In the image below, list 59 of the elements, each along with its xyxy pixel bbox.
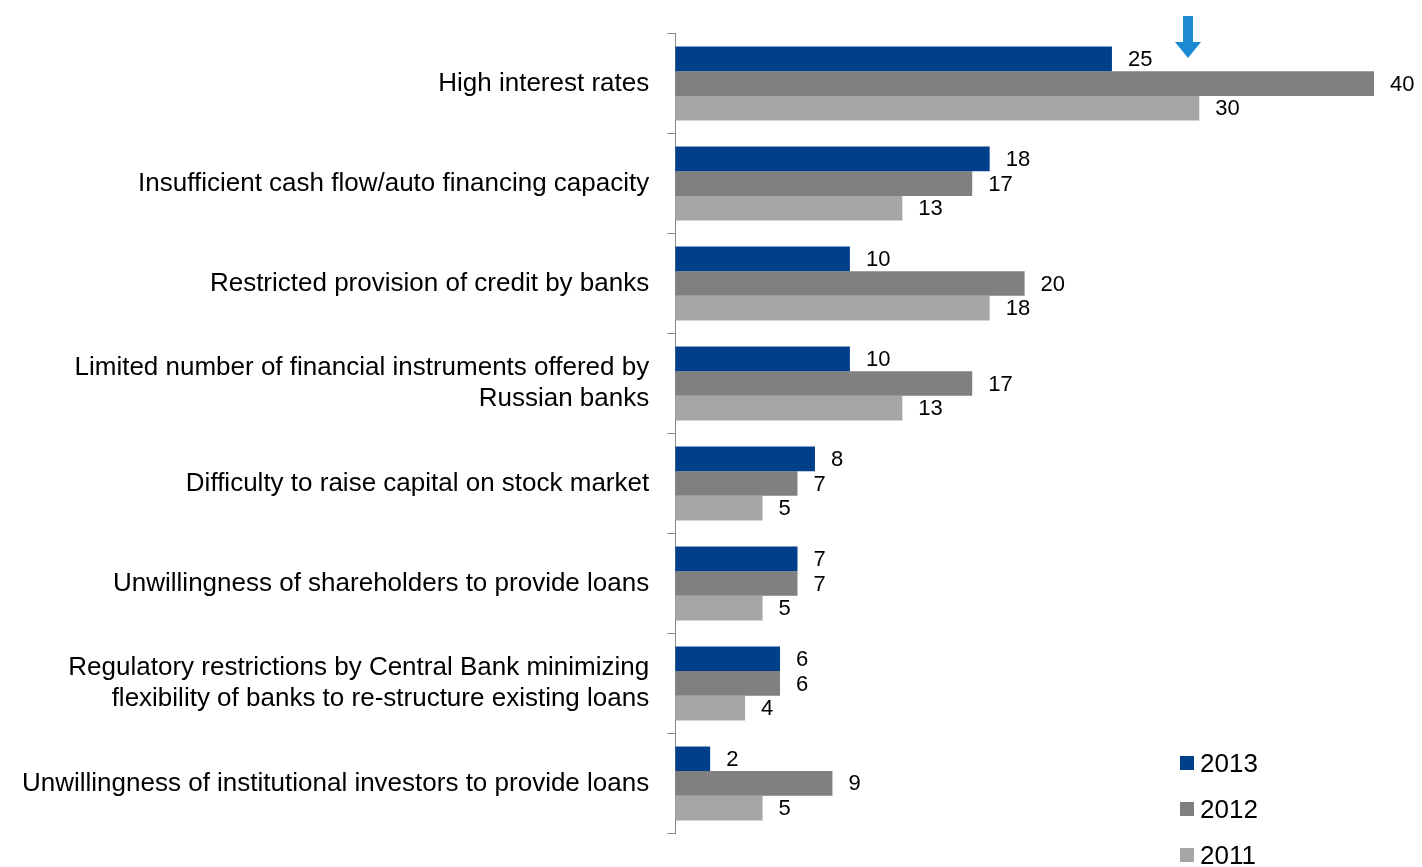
y-tick-label: Limited number of financial instruments offered by Russian banks — [74, 351, 650, 413]
y-tick-label: Unwillingness of institutional investors to provide loans — [21, 766, 650, 797]
bar — [675, 295, 990, 321]
y-tick-label: Unwillingness of shareholders to provide loans — [113, 566, 650, 597]
bar — [675, 46, 1112, 72]
data-label: 7 — [813, 545, 826, 571]
bar — [675, 71, 1374, 96]
bar — [675, 471, 798, 496]
bar — [675, 95, 1200, 121]
data-label: 4 — [761, 695, 774, 721]
data-label: 5 — [778, 595, 791, 621]
data-label: 6 — [796, 645, 809, 671]
bar — [675, 446, 815, 472]
data-label: 10 — [865, 245, 891, 271]
bar — [675, 571, 798, 596]
bar — [675, 771, 833, 796]
data-label: 40 — [1390, 70, 1415, 96]
bar — [675, 271, 1025, 296]
y-tick-label: Restricted provision of credit by banks — [209, 266, 650, 297]
y-tick-label: Difficulty to raise capital on stock market — [185, 466, 650, 497]
bar — [675, 546, 798, 572]
data-label: 6 — [796, 670, 809, 696]
bar — [675, 195, 903, 221]
data-label: 7 — [813, 470, 826, 496]
data-label: 30 — [1215, 95, 1240, 121]
data-label: 2 — [726, 745, 739, 771]
data-label: 17 — [988, 170, 1013, 196]
bar — [675, 371, 973, 396]
bar — [675, 246, 850, 272]
data-label: 13 — [918, 195, 943, 221]
bar — [675, 646, 781, 672]
bar — [675, 671, 781, 696]
y-tick-label: High interest rates — [438, 66, 650, 97]
data-label: 5 — [778, 795, 791, 821]
data-label: 13 — [918, 395, 943, 421]
legend-label: 2011 — [1199, 838, 1257, 867]
data-label: 10 — [865, 345, 891, 371]
bar — [675, 495, 763, 521]
y-tick-label: Insufficient cash flow/auto financing capacity — [138, 166, 650, 197]
data-label: 5 — [778, 495, 791, 521]
legend-label: 2013 — [1199, 746, 1258, 780]
bar — [675, 695, 746, 721]
bar — [675, 746, 711, 772]
y-tick-label: Regulatory restrictions by Central Bank minimizing flexibility of banks to re-structure existing loans — [68, 651, 650, 713]
data-label: 8 — [830, 445, 844, 471]
data-label: 25 — [1127, 45, 1153, 71]
bar — [675, 795, 763, 821]
bar — [675, 171, 973, 196]
data-label: 9 — [848, 770, 861, 796]
bar — [675, 395, 903, 421]
bar — [675, 346, 850, 372]
bar — [675, 146, 990, 172]
data-label: 20 — [1040, 270, 1066, 296]
data-label: 17 — [988, 370, 1013, 396]
legend-label: 2012 — [1199, 792, 1258, 826]
data-label: 18 — [1005, 295, 1031, 321]
bar — [675, 595, 763, 621]
data-label: 18 — [1005, 145, 1031, 171]
data-label: 7 — [813, 570, 826, 596]
